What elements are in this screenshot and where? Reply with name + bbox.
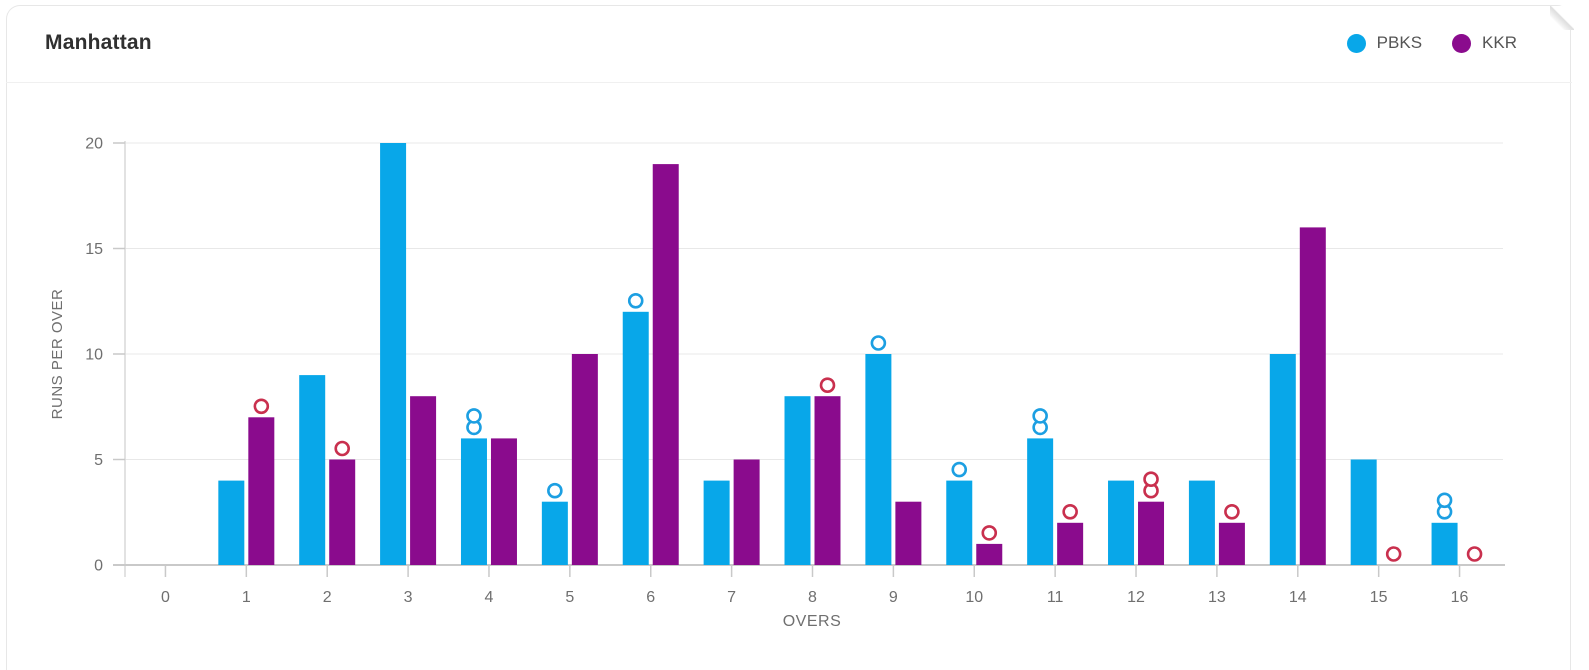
kkr-wicket-marker-over-15-1 [1385, 546, 1402, 562]
chart-title: Manhattan [45, 31, 152, 54]
pbks-bar-over-14[interactable] [1269, 354, 1296, 565]
bars [218, 143, 1458, 566]
pbks-bar-over-3[interactable] [380, 143, 407, 565]
y-tick-label-0: 0 [94, 558, 103, 575]
legend: PBKS KKR [1346, 33, 1517, 53]
x-tick-label-3: 3 [404, 589, 413, 606]
x-tick-label-14: 14 [1289, 589, 1307, 606]
kkr-bar-over-11[interactable] [1057, 522, 1084, 565]
y-tick-label-10: 10 [85, 347, 103, 364]
pbks-wicket-marker-over-11-2 [1032, 408, 1048, 424]
x-axis-title: OVERS [783, 613, 842, 630]
kkr-bar-over-9[interactable] [895, 501, 922, 565]
x-tick-label-10: 10 [965, 589, 983, 606]
legend-item-pbks[interactable]: PBKS [1346, 33, 1423, 53]
corner-fold-decoration [1550, 6, 1574, 30]
pbks-bar-over-9[interactable] [865, 354, 892, 565]
kkr-bar-over-10[interactable] [976, 543, 1003, 565]
wicket-markers [253, 292, 1483, 562]
pbks-bar-over-12[interactable] [1108, 480, 1135, 565]
pbks-bar-over-7[interactable] [703, 480, 730, 565]
x-tick-label-8: 8 [808, 589, 817, 606]
x-tick-label-4: 4 [485, 589, 494, 606]
x-tick-label-12: 12 [1127, 589, 1145, 606]
header-divider [6, 82, 1572, 83]
y-tick-label-20: 20 [85, 136, 103, 153]
kkr-wicket-marker-over-11-1 [1062, 503, 1078, 520]
x-tick-label-13: 13 [1208, 589, 1226, 606]
pbks-wicket-marker-over-6-1 [627, 292, 644, 309]
pbks-legend-dot [1346, 33, 1366, 53]
kkr-bar-over-2[interactable] [329, 459, 356, 566]
pbks-bar-over-13[interactable] [1188, 480, 1215, 565]
kkr-bar-over-5[interactable] [571, 354, 598, 565]
kkr-wicket-marker-over-8-1 [819, 377, 836, 394]
kkr-bar-over-1[interactable] [248, 417, 275, 565]
x-tick-label-5: 5 [565, 589, 574, 606]
x-tick-label-16: 16 [1451, 589, 1469, 606]
kkr-bar-over-13[interactable] [1218, 522, 1245, 565]
x-tick-label-0: 0 [161, 589, 170, 606]
gridlines [125, 142, 1503, 460]
kkr-wicket-marker-over-10-1 [981, 525, 998, 541]
kkr-bar-over-6[interactable] [652, 164, 679, 565]
pbks-bar-over-4[interactable] [460, 438, 487, 565]
pbks-bar-over-16[interactable] [1431, 522, 1458, 565]
chart-header: Manhattan PBKS KKR [0, 5, 1589, 82]
kkr-bar-over-12[interactable] [1138, 501, 1165, 565]
kkr-legend-dot [1452, 33, 1472, 53]
pbks-bar-over-11[interactable] [1027, 438, 1054, 565]
pbks-bar-over-15[interactable] [1350, 459, 1377, 566]
kkr-wicket-marker-over-12-2 [1143, 471, 1159, 488]
x-tick-label-1: 1 [242, 589, 251, 606]
kkr-bar-over-4[interactable] [490, 438, 517, 565]
kkr-bar-over-8[interactable] [814, 396, 841, 565]
pbks-bar-over-10[interactable] [946, 480, 973, 565]
x-tick-label-7: 7 [727, 589, 736, 606]
pbks-wicket-marker-over-16-2 [1436, 492, 1453, 509]
y-axis-title: RUNS PER OVER [49, 289, 66, 420]
kkr-bar-over-14[interactable] [1299, 227, 1326, 565]
x-tick-label-11: 11 [1047, 589, 1064, 606]
kkr-wicket-marker-over-1-1 [253, 398, 270, 415]
kkr-wicket-marker-over-2-1 [334, 440, 351, 457]
y-tick-label-5: 5 [94, 452, 103, 469]
pbks-bar-over-8[interactable] [784, 396, 811, 565]
x-tick-label-6: 6 [646, 589, 655, 606]
kkr-bar-over-3[interactable] [410, 396, 437, 565]
pbks-wicket-marker-over-5-1 [547, 482, 563, 499]
pbks-bar-over-1[interactable] [218, 480, 245, 565]
pbks-wicket-marker-over-9-1 [870, 335, 887, 351]
kkr-wicket-marker-over-16-1 [1466, 546, 1483, 562]
pbks-bar-over-5[interactable] [541, 501, 568, 565]
pbks-bar-over-2[interactable] [299, 375, 326, 565]
legend-item-kkr[interactable]: KKR [1452, 33, 1517, 53]
pbks-wicket-marker-over-10-1 [951, 461, 968, 478]
y-tick-label-15: 15 [85, 241, 103, 258]
x-tick-label-9: 9 [889, 589, 898, 606]
x-tick-label-15: 15 [1370, 589, 1388, 606]
pbks-legend-label: PBKS [1376, 33, 1423, 52]
kkr-legend-label: KKR [1482, 33, 1517, 52]
kkr-bar-over-7[interactable] [733, 459, 760, 566]
pbks-bar-over-6[interactable] [622, 311, 649, 565]
pbks-wicket-marker-over-4-2 [466, 408, 482, 424]
x-tick-label-2: 2 [323, 589, 332, 606]
kkr-wicket-marker-over-13-1 [1224, 503, 1240, 520]
